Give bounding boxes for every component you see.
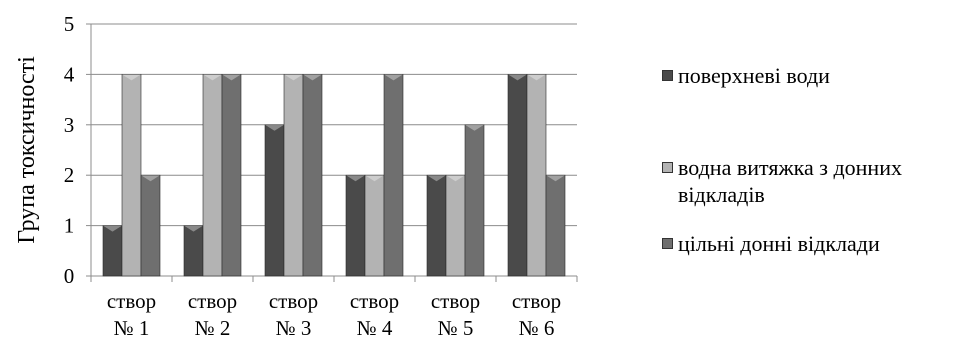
bar-bevel-1-0 xyxy=(122,74,141,81)
x-tick-label: створ xyxy=(107,289,156,313)
bar-0-3 xyxy=(345,174,366,277)
y-axis-title: Група токсичності xyxy=(14,56,40,244)
legend-item-water-extract: водна витяжка з донних відкладів xyxy=(662,154,967,208)
bar-bevel-0-3 xyxy=(346,175,365,182)
x-tick-label: створ xyxy=(512,289,561,313)
bar-bevel-2-4 xyxy=(465,124,484,131)
legend-label-surface-water: поверхневі води xyxy=(678,63,830,88)
x-tick-label: № 2 xyxy=(195,316,231,340)
bar-bevel-2-5 xyxy=(546,175,565,182)
bar-bevel-1-2 xyxy=(284,74,303,81)
bar-0-2 xyxy=(264,124,285,277)
bar-2-4 xyxy=(464,124,485,277)
y-tick-label: 4 xyxy=(64,62,75,86)
bar-bevel-0-5 xyxy=(508,74,527,81)
y-tick-label: 2 xyxy=(64,163,75,187)
bar-bevel-1-3 xyxy=(365,175,384,182)
bar-2-2 xyxy=(302,74,323,277)
y-tick-label: 3 xyxy=(64,113,75,137)
legend-item-surface-water: поверхневі води xyxy=(662,62,830,89)
bar-2-0 xyxy=(140,174,161,277)
legend-item-whole-sediments: цільні донні відклади xyxy=(662,230,880,257)
legend-label-whole-sediments: цільні донні відклади xyxy=(678,231,880,256)
bar-1-0 xyxy=(121,74,142,277)
bar-bevel-2-3 xyxy=(384,74,403,81)
bar-1-1 xyxy=(202,74,223,277)
bar-2-3 xyxy=(383,74,404,277)
x-tick-label: створ xyxy=(188,289,237,313)
bar-0-4 xyxy=(426,174,447,277)
bar-bevel-2-2 xyxy=(303,74,322,81)
legend-swatch-water-extract xyxy=(662,162,673,173)
bar-1-5 xyxy=(526,74,547,277)
legend-label-water-extract: водна витяжка з донних відкладів xyxy=(678,155,902,207)
bar-2-5 xyxy=(545,174,566,277)
bar-1-3 xyxy=(364,174,385,277)
bar-1-2 xyxy=(283,74,304,277)
bar-bevel-2-0 xyxy=(141,175,160,182)
bar-bevel-2-1 xyxy=(222,74,241,81)
bar-0-5 xyxy=(507,74,528,277)
y-tick-label: 5 xyxy=(64,12,75,36)
y-tick-label: 0 xyxy=(64,264,75,288)
legend-swatch-whole-sediments xyxy=(662,238,673,249)
x-tick-label: № 1 xyxy=(114,316,150,340)
legend-swatch-surface-water xyxy=(662,70,673,81)
bar-2-1 xyxy=(221,74,242,277)
bar-0-1 xyxy=(183,225,204,277)
y-tick-label: 1 xyxy=(64,214,75,238)
x-tick-label: створ xyxy=(350,289,399,313)
bar-bevel-0-2 xyxy=(265,124,284,131)
bar-1-4 xyxy=(445,174,466,277)
x-tick-label: № 4 xyxy=(357,316,393,340)
bar-bevel-0-4 xyxy=(427,175,446,182)
bar-bevel-1-5 xyxy=(527,74,546,81)
x-tick-label: № 3 xyxy=(276,316,312,340)
x-tick-label: № 6 xyxy=(519,316,555,340)
bar-bevel-1-1 xyxy=(203,74,222,81)
bar-bevel-0-1 xyxy=(184,225,203,232)
bar-bevel-0-0 xyxy=(103,225,122,232)
x-tick-label: створ xyxy=(431,289,480,313)
bar-chart: 0 1 2 3 4 5 Група токсичності створ № 1 створ № 2 с… xyxy=(14,12,578,340)
bar-0-0 xyxy=(102,225,123,277)
bar-bevel-1-4 xyxy=(446,175,465,182)
x-tick-label: створ xyxy=(269,289,318,313)
x-tick-label: № 5 xyxy=(438,316,474,340)
